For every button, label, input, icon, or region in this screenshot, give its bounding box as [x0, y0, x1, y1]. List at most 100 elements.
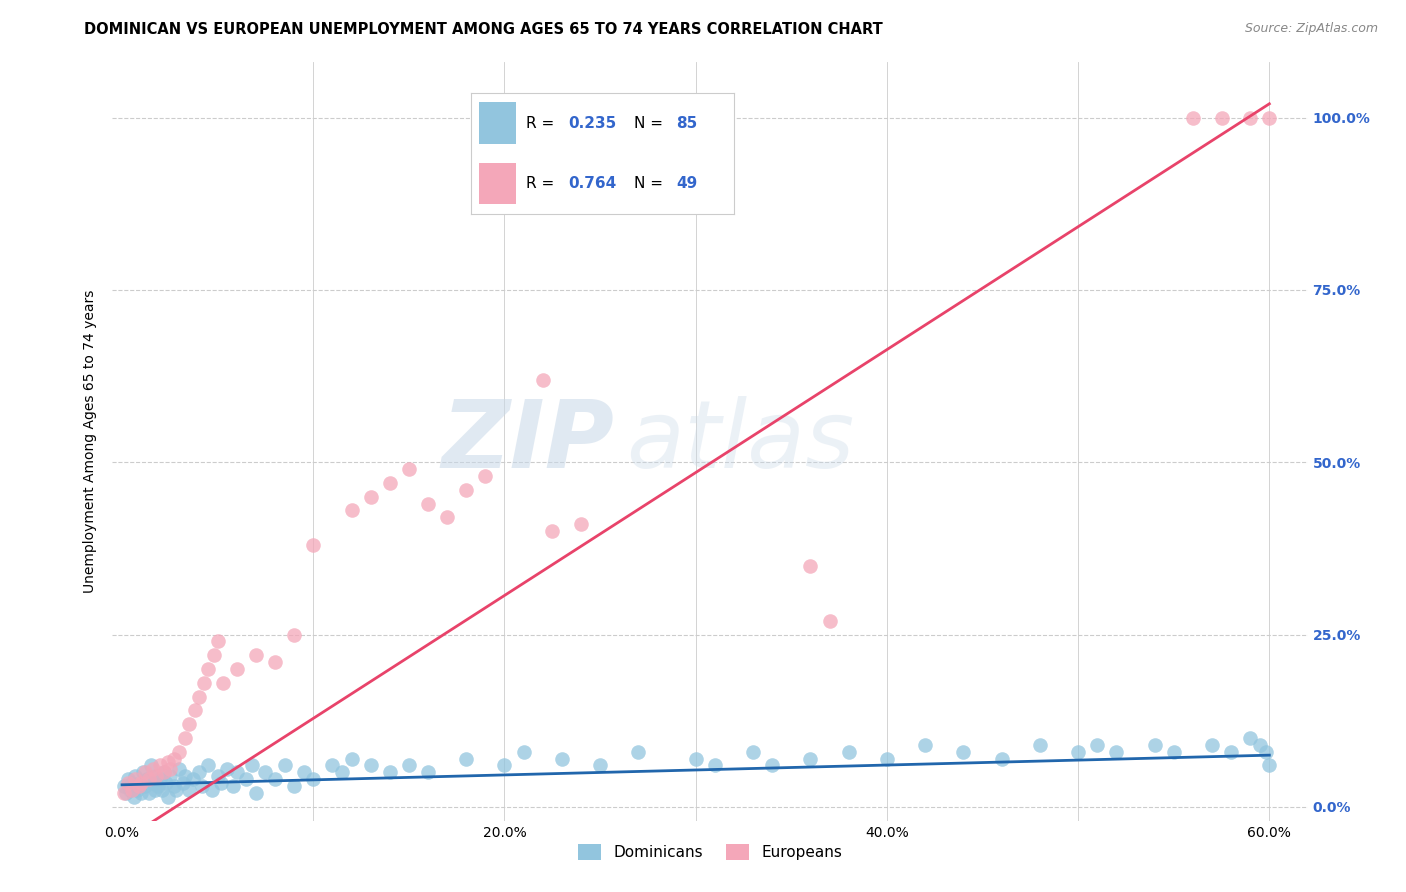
Point: [799, 558, 821, 573]
Point: [115, 786, 138, 800]
Point: [142, 762, 165, 776]
Point: [254, 765, 277, 780]
Point: [207, 769, 229, 783]
Point: [122, 789, 145, 804]
Point: [264, 772, 287, 787]
Point: [914, 738, 936, 752]
Point: [952, 745, 974, 759]
Point: [1220, 745, 1243, 759]
Point: [1163, 745, 1185, 759]
Point: [1239, 111, 1261, 125]
Point: [201, 782, 224, 797]
Point: [191, 779, 214, 793]
Point: [512, 111, 534, 125]
Point: [145, 769, 167, 783]
Point: [197, 662, 219, 676]
Point: [302, 538, 325, 552]
Point: [121, 782, 143, 797]
Point: [129, 776, 152, 790]
Point: [1254, 745, 1277, 759]
Point: [494, 758, 516, 772]
Point: [1258, 111, 1281, 125]
Point: [153, 765, 176, 780]
Point: [139, 758, 162, 772]
Point: [135, 772, 157, 787]
Point: [378, 765, 401, 780]
Point: [211, 776, 233, 790]
Point: [1029, 738, 1052, 752]
Point: [569, 517, 592, 532]
Point: [1249, 738, 1271, 752]
Point: [360, 490, 382, 504]
Point: [202, 648, 225, 663]
Point: [163, 751, 186, 765]
Point: [551, 751, 574, 765]
Point: [378, 475, 401, 490]
Point: [703, 758, 725, 772]
Point: [174, 769, 197, 783]
Point: [685, 751, 707, 765]
Point: [153, 765, 176, 780]
Point: [121, 776, 143, 790]
Point: [169, 745, 191, 759]
Point: [436, 510, 458, 524]
Point: [217, 762, 239, 776]
Point: [990, 751, 1012, 765]
Point: [225, 662, 247, 676]
Point: [589, 758, 612, 772]
Point: [124, 769, 146, 783]
Point: [1143, 738, 1166, 752]
Point: [181, 772, 204, 787]
Point: [187, 765, 209, 780]
Point: [149, 772, 172, 787]
Point: [134, 779, 156, 793]
Point: [1085, 738, 1108, 752]
Point: [761, 758, 783, 772]
Point: [177, 717, 200, 731]
Point: [128, 779, 150, 793]
Point: [142, 776, 165, 790]
Point: [245, 786, 267, 800]
Point: [128, 779, 150, 793]
Point: [149, 758, 172, 772]
Text: DOMINICAN VS EUROPEAN UNEMPLOYMENT AMONG AGES 65 TO 74 YEARS CORRELATION CHART: DOMINICAN VS EUROPEAN UNEMPLOYMENT AMONG…: [84, 22, 883, 37]
Point: [207, 634, 229, 648]
Point: [150, 782, 173, 797]
Point: [159, 762, 181, 776]
Point: [416, 497, 439, 511]
Point: [340, 751, 363, 765]
Point: [118, 782, 141, 797]
Point: [183, 703, 205, 717]
Point: [838, 745, 860, 759]
Point: [112, 786, 135, 800]
Point: [222, 779, 245, 793]
Point: [134, 765, 156, 780]
Point: [245, 648, 267, 663]
Point: [456, 751, 478, 765]
Point: [212, 675, 235, 690]
Y-axis label: Unemployment Among Ages 65 to 74 years: Unemployment Among Ages 65 to 74 years: [83, 290, 97, 593]
Point: [474, 469, 496, 483]
Point: [235, 772, 257, 787]
Point: [531, 372, 554, 386]
Point: [321, 758, 343, 772]
Point: [398, 758, 420, 772]
Point: [330, 765, 353, 780]
Point: [148, 779, 170, 793]
Point: [627, 745, 650, 759]
Point: [456, 483, 478, 497]
Point: [273, 758, 295, 772]
Point: [174, 731, 197, 745]
Point: [360, 758, 382, 772]
Point: [1239, 731, 1261, 745]
Point: [138, 772, 160, 787]
Point: [1258, 758, 1281, 772]
Point: [177, 782, 200, 797]
Point: [138, 786, 160, 800]
Point: [302, 772, 325, 787]
Text: Source: ZipAtlas.com: Source: ZipAtlas.com: [1244, 22, 1378, 36]
Point: [156, 755, 179, 769]
Point: [193, 675, 215, 690]
Point: [283, 627, 305, 641]
Legend: Dominicans, Europeans: Dominicans, Europeans: [572, 838, 848, 866]
